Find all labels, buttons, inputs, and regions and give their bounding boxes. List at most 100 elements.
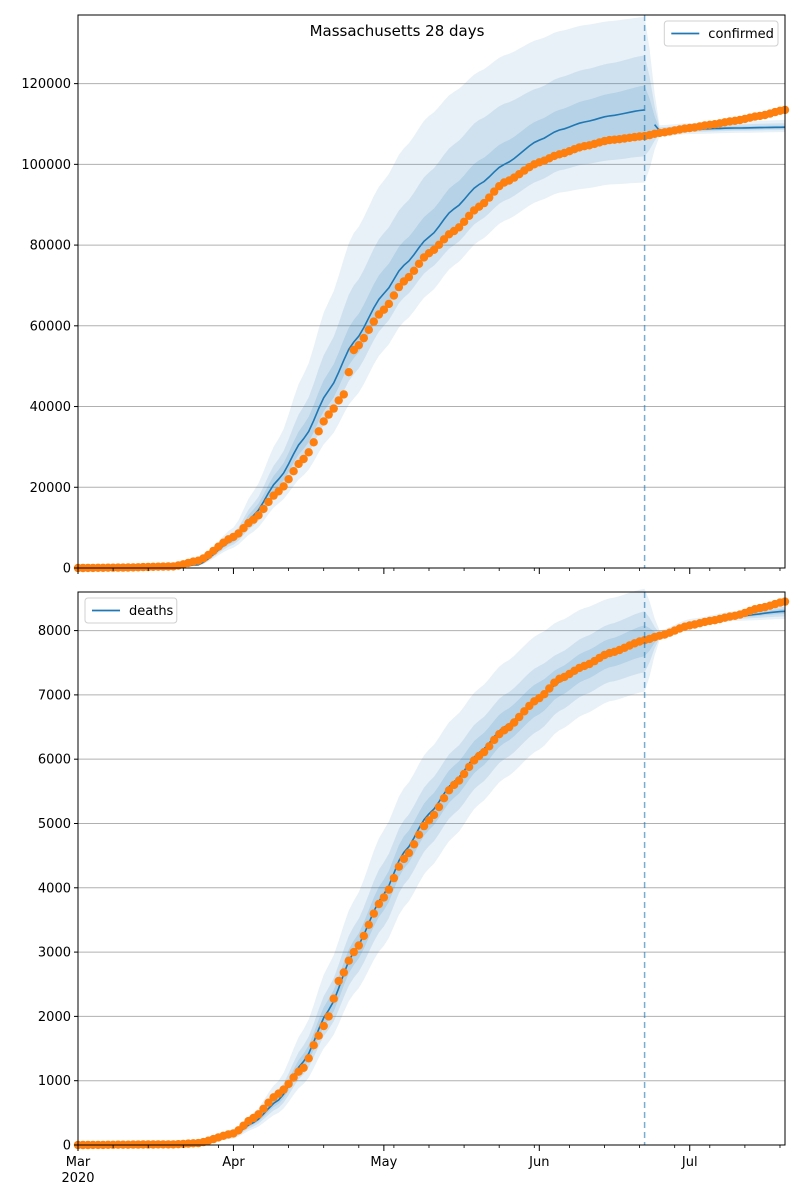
observed-point bbox=[364, 920, 373, 929]
observed-point bbox=[454, 776, 464, 785]
axes-frame-confirmed bbox=[77, 14, 786, 569]
panel-confirmed: 0 20000 40000 60000 80000 100000 120000 confir… bbox=[21, 14, 790, 577]
axes-frame-deaths bbox=[77, 591, 786, 1146]
uncertainty-band bbox=[78, 17, 785, 568]
observed-point bbox=[439, 794, 449, 803]
x-tick-label: Apr bbox=[222, 1155, 245, 1170]
observed-point bbox=[279, 1085, 288, 1094]
observed-point bbox=[284, 475, 293, 484]
observed-point bbox=[394, 862, 404, 871]
observed-point bbox=[319, 1021, 328, 1031]
x-tick-label: Jun bbox=[528, 1155, 549, 1170]
observed-point bbox=[314, 427, 323, 436]
observed-point bbox=[364, 325, 373, 334]
observed-point bbox=[414, 259, 424, 268]
observed-point bbox=[334, 396, 343, 405]
x-tick-sublabel: 2020 bbox=[61, 1171, 94, 1186]
legend-confirmed: confirmed bbox=[663, 20, 779, 47]
observed-point bbox=[459, 769, 469, 779]
x-tick-label: Mar bbox=[66, 1155, 91, 1170]
observed-point bbox=[510, 718, 519, 727]
legend-label: deaths bbox=[129, 604, 174, 619]
observed-point bbox=[359, 931, 368, 941]
observed-point bbox=[459, 217, 469, 226]
legend-box bbox=[84, 597, 178, 624]
observed-point bbox=[545, 684, 554, 693]
y-ticks-confirmed: 0 20000 40000 60000 80000 100000 120000 bbox=[21, 77, 78, 577]
x-tick-label: May bbox=[370, 1155, 397, 1170]
observed-point bbox=[264, 1098, 273, 1107]
observed-point bbox=[264, 497, 273, 507]
observed-point bbox=[279, 482, 288, 491]
observed-point bbox=[329, 994, 338, 1003]
panel-deaths: 0 1000 2000 3000 4000 5000 6000 7000 8000 Mar202… bbox=[38, 588, 790, 1186]
y-ticks-deaths: 0 1000 2000 3000 4000 5000 6000 7000 8000 bbox=[38, 624, 78, 1154]
observed-point bbox=[479, 747, 489, 757]
y-tick-label: 7000 bbox=[38, 688, 71, 703]
observed-point bbox=[304, 1054, 313, 1063]
observed-point bbox=[309, 1041, 318, 1050]
observed-point bbox=[490, 735, 499, 745]
observed-point bbox=[234, 529, 243, 538]
x-tick-label: Jul bbox=[681, 1155, 698, 1170]
axes-frame bbox=[77, 591, 786, 1146]
observed-point bbox=[284, 1079, 293, 1089]
observed-point bbox=[485, 742, 494, 751]
observed-point bbox=[299, 1063, 308, 1073]
observed-point bbox=[379, 893, 389, 902]
y-tick-label: 2000 bbox=[38, 1010, 71, 1025]
observed-point bbox=[515, 712, 524, 722]
observed-point bbox=[419, 821, 429, 831]
observed-point bbox=[429, 810, 439, 820]
observed-point bbox=[304, 448, 313, 457]
observed-point bbox=[409, 266, 419, 275]
observed-point bbox=[374, 899, 384, 909]
observed-point bbox=[404, 848, 414, 858]
observed-point bbox=[339, 968, 348, 977]
y-tick-label: 40000 bbox=[30, 400, 71, 415]
observed-point bbox=[479, 198, 489, 208]
observed-point bbox=[404, 272, 414, 282]
y-tick-label: 8000 bbox=[38, 624, 71, 639]
observed-point bbox=[424, 816, 434, 825]
legend-deaths: deaths bbox=[84, 597, 178, 624]
observed-point bbox=[454, 223, 464, 232]
observed-point bbox=[254, 1110, 263, 1119]
observed-point bbox=[464, 211, 474, 220]
observed-point bbox=[389, 291, 399, 300]
observed-point bbox=[314, 1031, 323, 1040]
y-tick-label: 4000 bbox=[38, 881, 71, 896]
observed-points-deaths bbox=[73, 597, 790, 1150]
observed-point bbox=[334, 976, 343, 986]
observed-point bbox=[379, 305, 389, 314]
observed-points-confirmed bbox=[73, 105, 790, 573]
gridlines-confirmed bbox=[78, 83, 785, 488]
observed-point bbox=[464, 762, 474, 772]
y-tick-label: 120000 bbox=[21, 77, 71, 92]
observed-point bbox=[254, 511, 263, 520]
legend-box bbox=[663, 20, 779, 47]
observed-point bbox=[289, 1073, 298, 1082]
observed-point bbox=[259, 504, 268, 514]
observed-point bbox=[359, 333, 368, 343]
observed-point bbox=[394, 282, 404, 292]
chart-title: Massachusetts 28 days bbox=[310, 22, 485, 40]
observed-point bbox=[339, 390, 348, 399]
observed-point bbox=[444, 786, 454, 795]
axes-frame bbox=[77, 14, 786, 569]
y-tick-label: 5000 bbox=[38, 817, 71, 832]
observed-point bbox=[354, 941, 363, 950]
observed-point bbox=[389, 873, 399, 883]
bands-confirmed bbox=[78, 17, 785, 568]
observed-point bbox=[369, 909, 378, 918]
y-tick-label: 1000 bbox=[38, 1074, 71, 1089]
y-tick-label: 100000 bbox=[21, 158, 71, 173]
x-ticks-confirmed bbox=[77, 568, 781, 574]
observed-point bbox=[344, 956, 353, 965]
y-tick-label: 0 bbox=[63, 1139, 71, 1154]
observed-point bbox=[414, 830, 424, 839]
observed-point bbox=[490, 187, 499, 196]
